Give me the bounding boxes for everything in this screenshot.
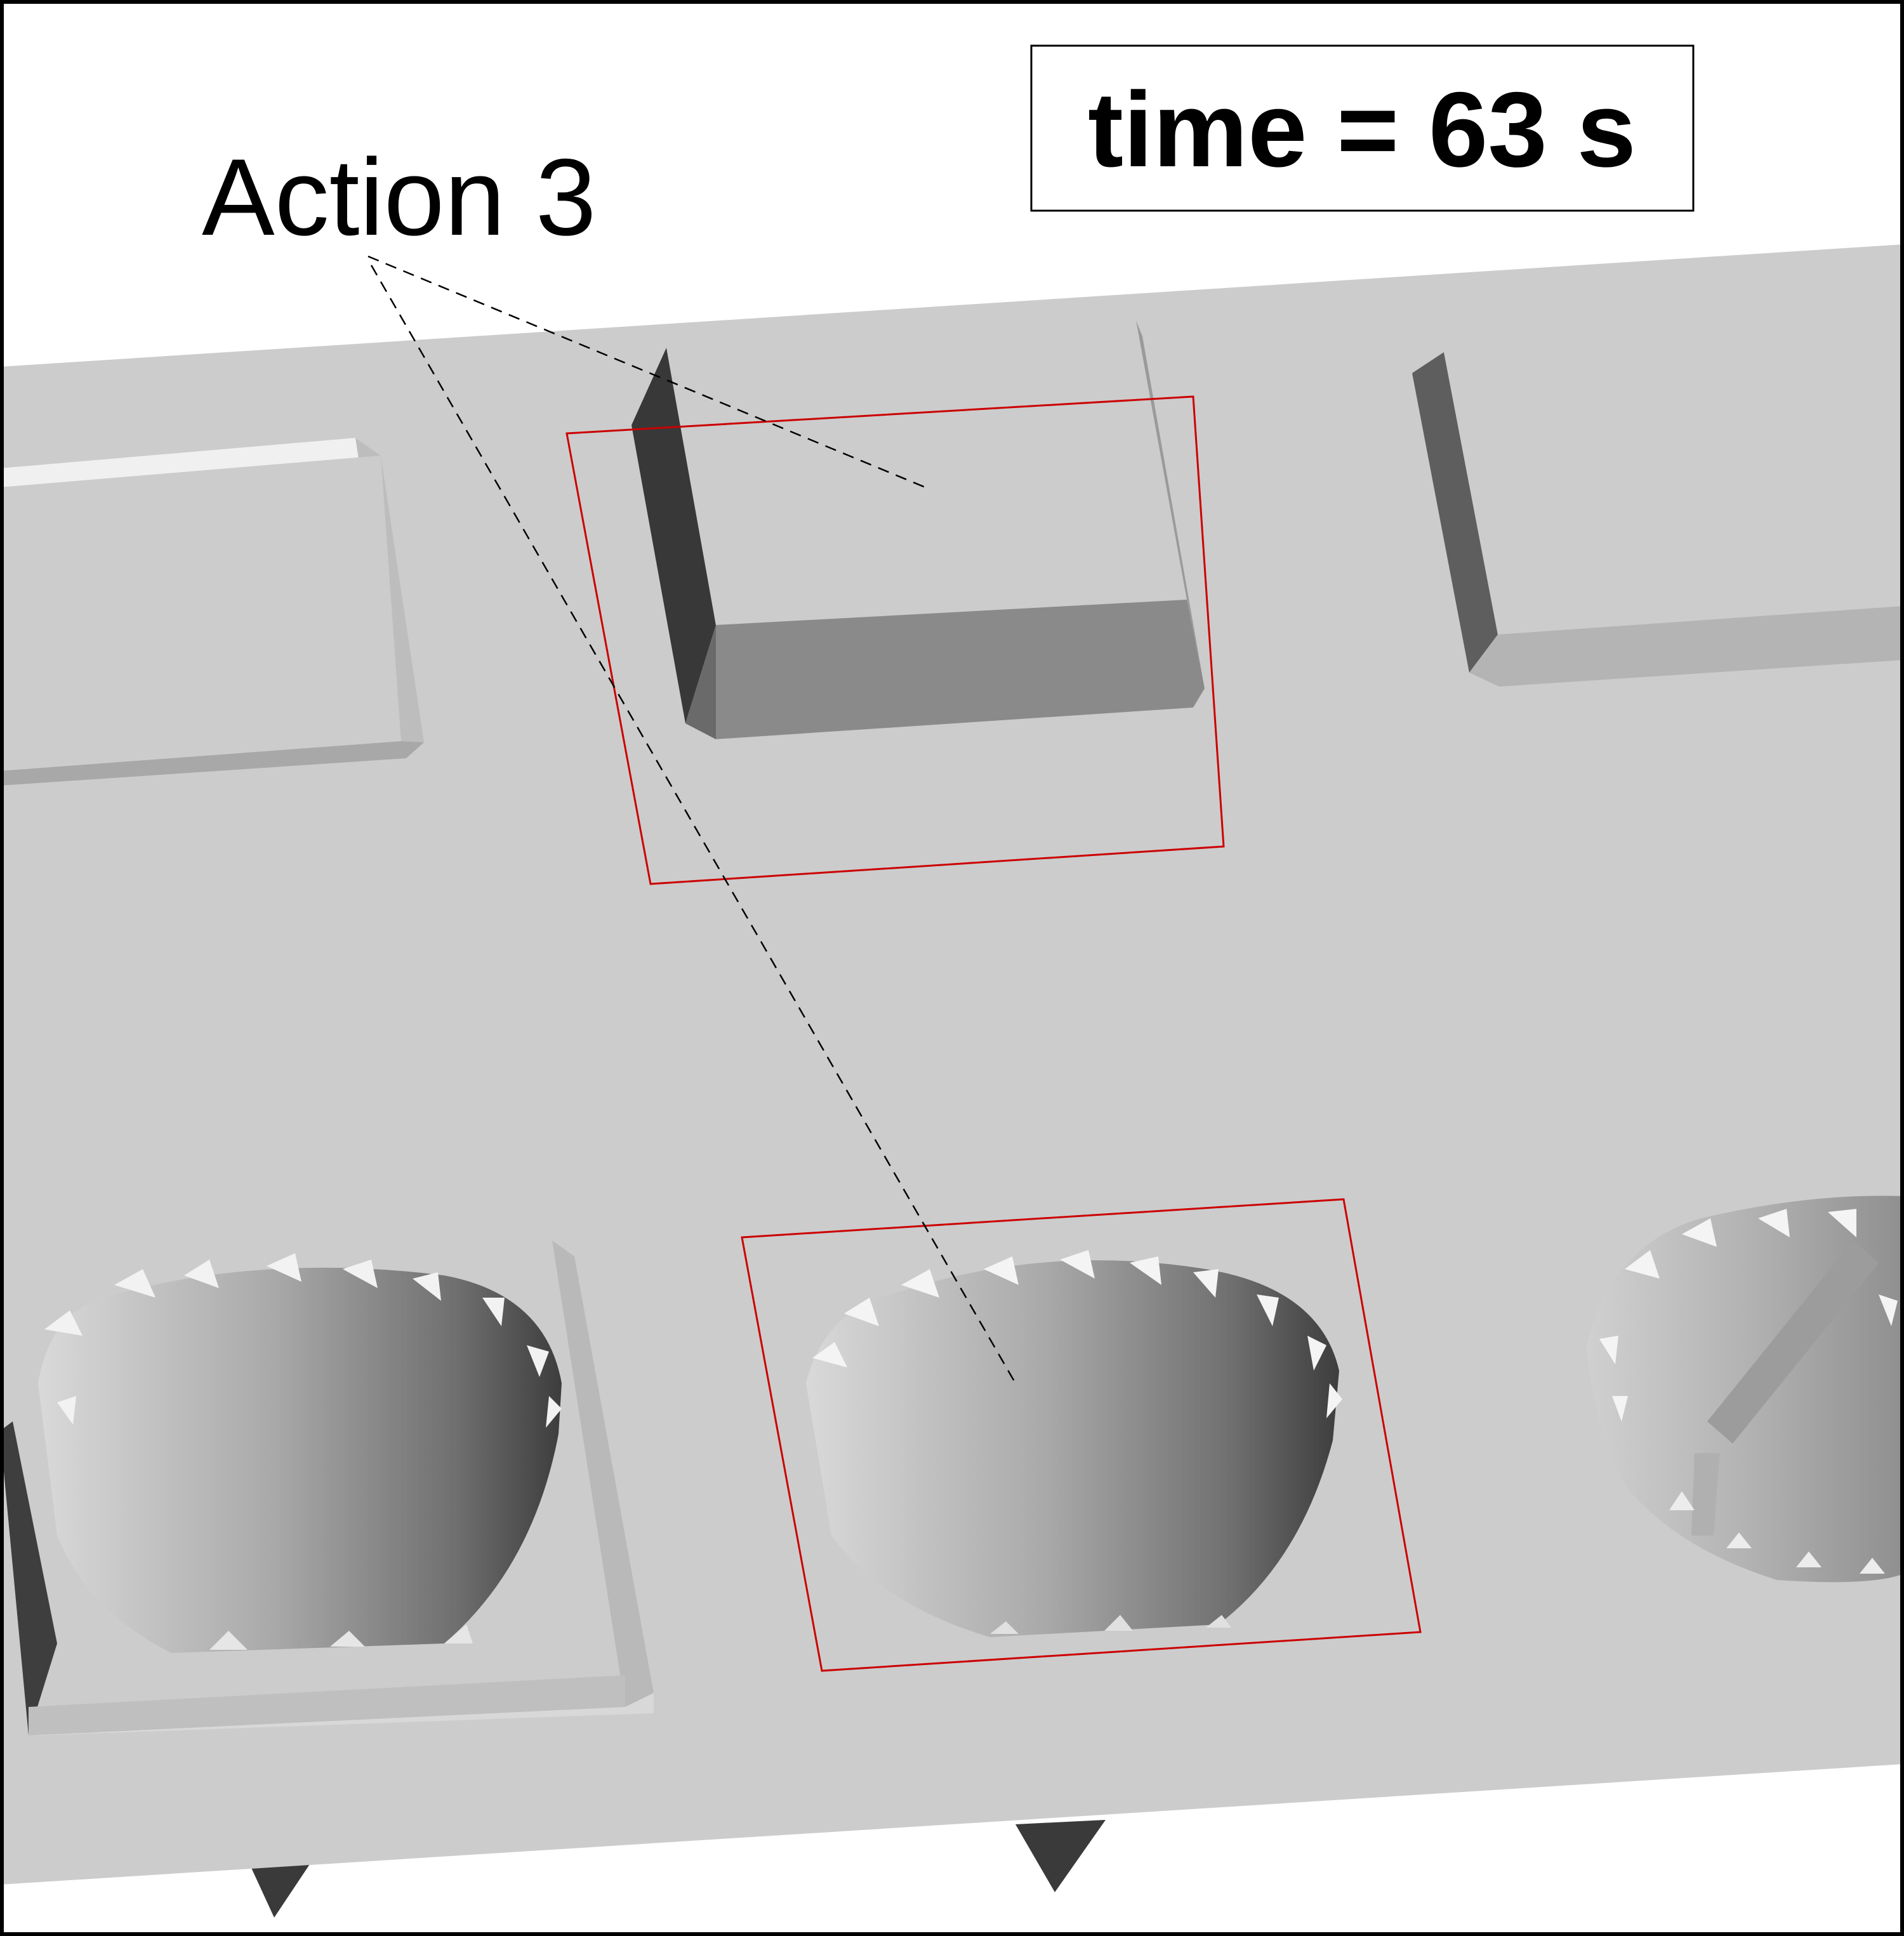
bottom-spike-left — [249, 1862, 311, 1918]
time-box: time = 63 s — [1030, 44, 1695, 212]
funnel-center — [806, 1250, 1342, 1637]
time-box-frame — [1030, 44, 1695, 212]
raised-block-left — [4, 438, 424, 786]
time-readout: time = 63 s — [1088, 70, 1636, 189]
leader-line-top — [367, 255, 926, 489]
highlight-box-top — [565, 395, 1225, 885]
funnel-left — [4, 1241, 654, 1735]
funnel-right — [1587, 1195, 1900, 1583]
leader-line-bottom — [370, 265, 1017, 1384]
bottom-spike-center — [1015, 1820, 1106, 1892]
highlight-box-bottom — [741, 1198, 1422, 1672]
raised-block-center — [631, 320, 1205, 739]
action-label: Action 3 — [202, 136, 596, 258]
raised-block-right — [1412, 324, 1900, 687]
